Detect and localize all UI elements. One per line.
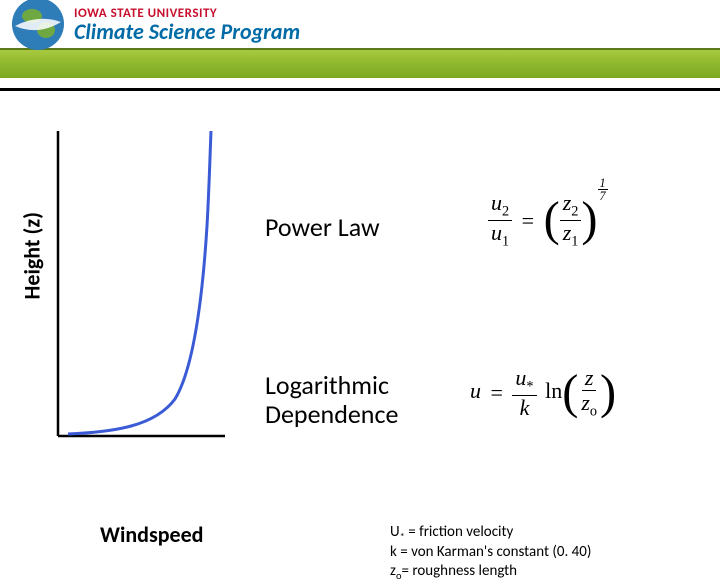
content-area: Height (z) Windspeed Power Law Logarithm… <box>0 91 720 541</box>
eq2-ustar: u <box>515 365 526 390</box>
header: IOWA STATE UNIVERSITY Climate Science Pr… <box>0 0 720 78</box>
y-axis-label: Height (z) <box>19 212 46 299</box>
wind-profile-chart <box>40 131 270 471</box>
power-law-equation: u2 u1 = ( z2 z1 ) 1 7 <box>488 191 608 250</box>
legend-zo: zo= roughness length <box>390 562 591 582</box>
eq2-u: u <box>470 378 481 403</box>
header-green-bar <box>0 48 720 78</box>
header-top: IOWA STATE UNIVERSITY Climate Science Pr… <box>0 0 720 48</box>
eq1-exp-den: 7 <box>600 190 606 202</box>
eq2-k: k <box>517 396 533 420</box>
eq1-z1: z <box>563 220 572 245</box>
legend-k: k = von Karman's constant (0. 40) <box>390 543 591 562</box>
log-line2: Dependence <box>265 398 398 430</box>
eq2-z: z <box>582 366 597 391</box>
variable-legend: U* = friction velocity k = von Karman's … <box>390 523 591 582</box>
x-axis-label: Windspeed <box>100 521 204 548</box>
globe-logo <box>10 0 66 52</box>
eq1-u1: u <box>491 220 502 245</box>
eq1-u2: u <box>491 190 502 215</box>
legend-ustar: U* = friction velocity <box>390 523 591 543</box>
log-dependence-label: Logarithmic Dependence <box>265 371 398 428</box>
power-law-label: Power Law <box>265 211 380 243</box>
log-line1: Logarithmic <box>265 369 389 401</box>
eq1-z2: z <box>563 190 572 215</box>
program-name: Climate Science Program <box>74 21 300 43</box>
header-text: IOWA STATE UNIVERSITY Climate Science Pr… <box>74 6 300 43</box>
log-law-equation: u = u* k ln( z zo ) <box>470 366 616 420</box>
eq2-ln: ln <box>545 378 562 403</box>
eq2-zo: z <box>581 390 590 415</box>
